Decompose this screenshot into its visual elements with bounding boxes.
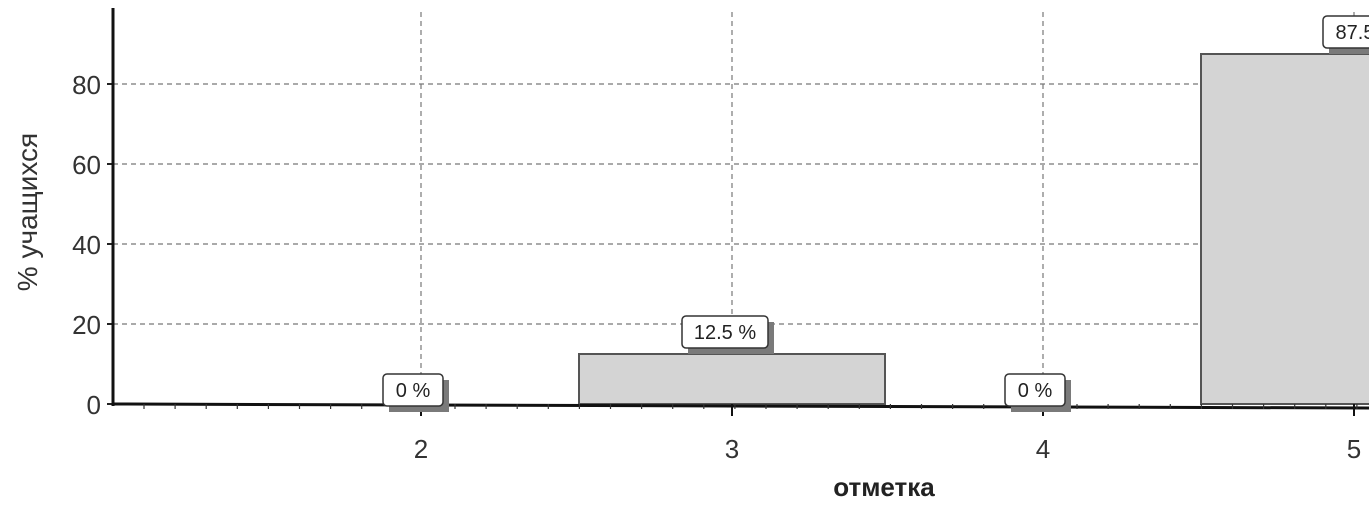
data-label-4: 0 %	[1018, 380, 1053, 402]
bar-3	[578, 353, 886, 405]
data-label-box	[1322, 15, 1369, 49]
x-tick-label: 2	[414, 434, 428, 464]
y-axis-label: % учащихся	[12, 133, 43, 291]
data-label-box	[382, 373, 444, 407]
data-label-2: 0 %	[396, 380, 431, 402]
data-labels: 0 % 12.5 % 0 % 87.5	[382, 15, 1369, 412]
y-tick-label: 80	[72, 70, 101, 100]
x-tick-label: 3	[725, 434, 739, 464]
data-label-5: 87.5	[1336, 22, 1369, 44]
bar-5	[1200, 53, 1369, 405]
x-axis-label: отметка	[833, 472, 935, 502]
y-tick-label: 20	[72, 310, 101, 340]
y-tick-label: 40	[72, 230, 101, 260]
x-tick-label: 5	[1347, 434, 1361, 464]
data-label-box	[681, 315, 769, 349]
data-label-box	[1004, 373, 1066, 407]
data-label-3: 12.5 %	[694, 322, 756, 344]
y-tick-label: 0	[87, 390, 101, 420]
x-tick-label: 4	[1036, 434, 1050, 464]
y-tick-label: 60	[72, 150, 101, 180]
x-axis-line	[112, 402, 1369, 410]
